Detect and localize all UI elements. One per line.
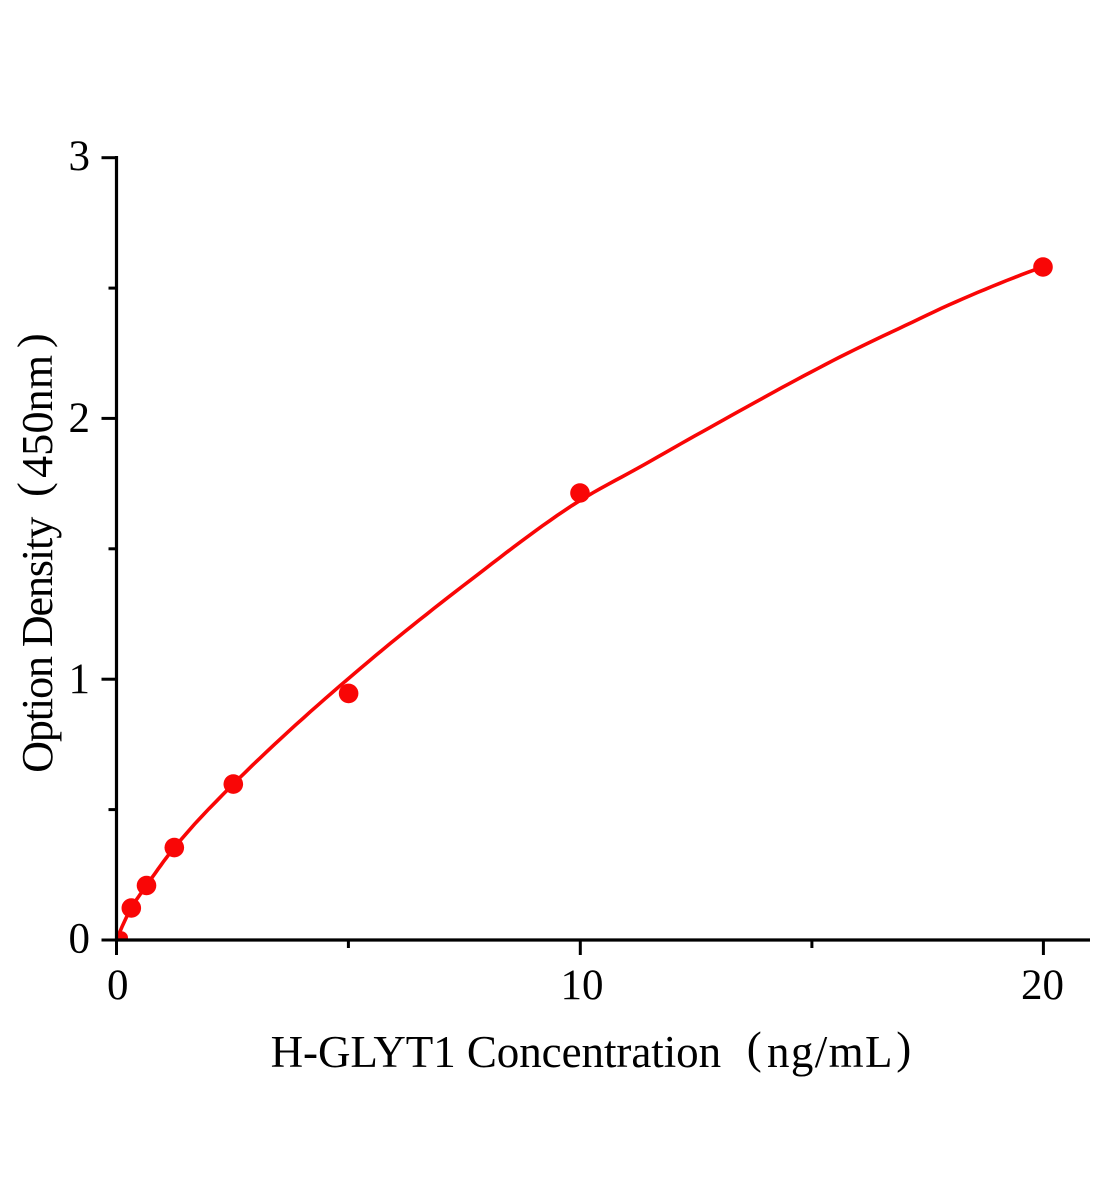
- svg-text:(: (: [747, 1023, 762, 1073]
- svg-text:10: 10: [561, 962, 604, 1009]
- svg-text:ng/mL: ng/mL: [767, 1027, 893, 1077]
- svg-text:(: (: [9, 482, 58, 497]
- svg-text:20: 20: [1021, 962, 1064, 1009]
- svg-text:0: 0: [69, 916, 91, 963]
- svg-text:Option Density: Option Density: [13, 517, 62, 773]
- svg-text:450nm: 450nm: [13, 355, 62, 478]
- svg-text:2: 2: [69, 395, 91, 442]
- svg-text:H-GLYT1 Concentration: H-GLYT1 Concentration: [271, 1027, 721, 1077]
- svg-text:3: 3: [69, 133, 91, 180]
- svg-text:): ): [9, 333, 58, 348]
- svg-text:): ): [896, 1023, 911, 1073]
- svg-text:1: 1: [69, 656, 91, 703]
- svg-text:0: 0: [107, 962, 129, 1009]
